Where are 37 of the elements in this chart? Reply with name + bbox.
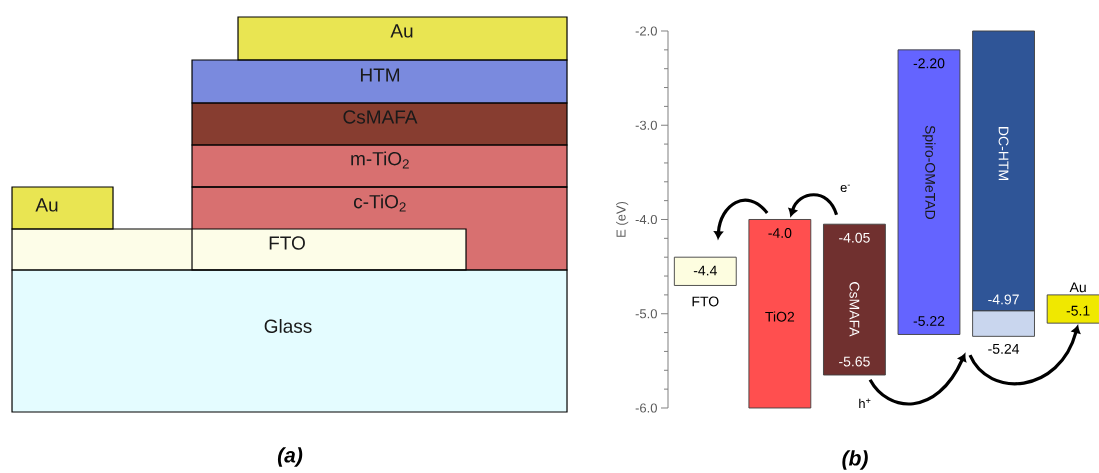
- annotation: e$^{-}$: [840, 184, 850, 193]
- text: c-TiO$_{2}$: [354, 194, 406, 212]
- bar: [897, 49, 961, 335]
- y-tick-label: -6.0: [635, 403, 657, 413]
- category-label: DC-HTM: [998, 127, 1009, 180]
- annotation: -5.22: [913, 316, 945, 326]
- annotation: -5.65: [839, 356, 870, 367]
- category-label: Spiro-OMeTAD: [922, 125, 936, 220]
- text: (b): [842, 450, 868, 470]
- text: m-TiO$_{2}$: [351, 151, 409, 169]
- text: Au: [390, 24, 413, 38]
- text: (a): [277, 447, 303, 467]
- y-tick-label: -4.0: [635, 214, 657, 225]
- y-tick-label: -3.0: [635, 120, 657, 130]
- text: CsMAFA: [343, 110, 418, 124]
- bar: [673, 256, 737, 286]
- annotation: -4.4: [693, 265, 717, 276]
- bar: [823, 223, 886, 376]
- text: Au: [35, 198, 58, 212]
- annotation: -4.05: [839, 232, 870, 243]
- annotation: -5.24: [988, 343, 1020, 354]
- annotation: -4.97: [988, 294, 1019, 305]
- text: FTO: [269, 236, 305, 250]
- y-axis-title: E (eV): [616, 201, 629, 237]
- category-label: FTO: [692, 296, 719, 307]
- category-label: Au: [1069, 282, 1086, 293]
- y-tick-label: -5.0: [635, 309, 657, 319]
- annotation: -4.0: [768, 228, 792, 238]
- annotation: h$^{+}$: [859, 398, 871, 409]
- text: Glass: [264, 319, 312, 333]
- category-label: CsMAFA: [849, 282, 860, 337]
- y-tick-label: -2.0: [635, 26, 657, 36]
- annotation: -5.1: [1066, 305, 1090, 316]
- annotation: -2.20: [913, 58, 945, 69]
- text: HTM: [360, 68, 400, 82]
- category-label: TiO2: [765, 311, 795, 322]
- bar: [748, 219, 812, 409]
